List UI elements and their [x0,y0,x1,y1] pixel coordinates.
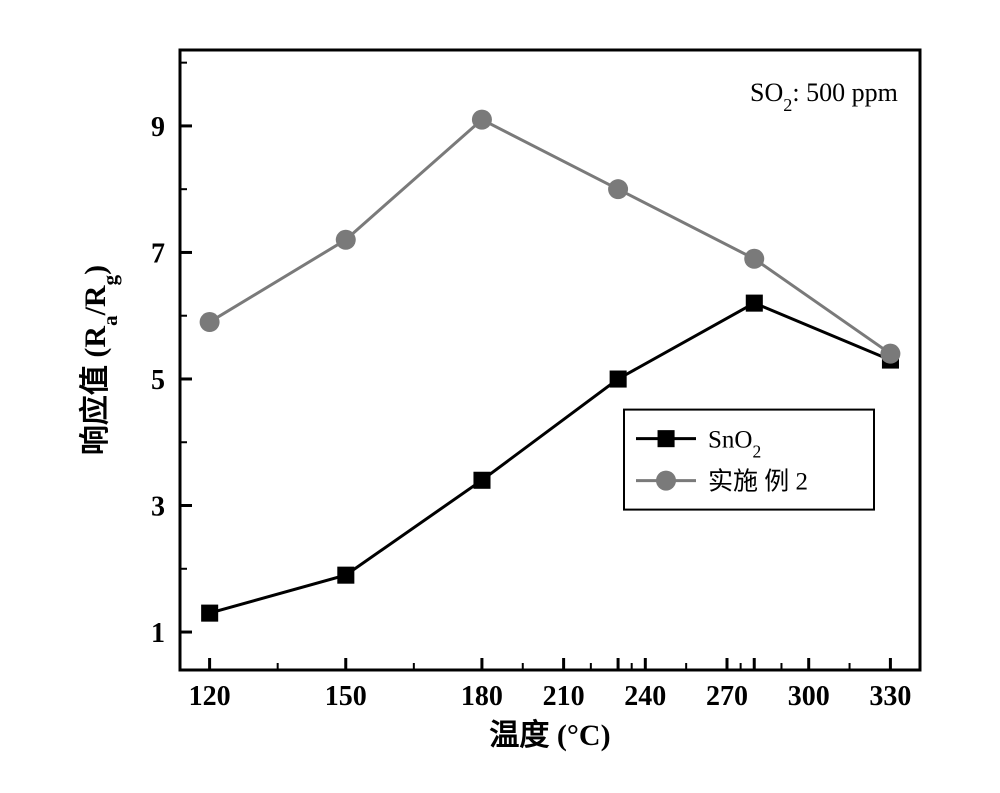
svg-text:1: 1 [151,618,165,649]
chart-container: 120 150 180 210 240 270 300 330 1 3 5 7 9 温度 (°C) 响应值 … [50,20,950,770]
svg-text:7: 7 [151,238,165,269]
svg-text:240: 240 [624,681,666,712]
svg-text:120: 120 [189,681,231,712]
svg-text:温度 (°C): 温度 (°C) [489,719,610,752]
svg-text:实施 例 2: 实施 例 2 [708,468,808,496]
svg-text:270: 270 [706,681,748,712]
svg-text:330: 330 [869,681,911,712]
svg-text:150: 150 [325,681,367,712]
svg-text:响应值 (Ra/Rg): 响应值 (Ra/Rg) [78,265,122,455]
chart-svg: 120 150 180 210 240 270 300 330 1 3 5 7 9 温度 (°C) 响应值 … [50,20,950,770]
svg-text:3: 3 [151,492,165,523]
svg-text:9: 9 [151,112,165,143]
svg-text:180: 180 [461,681,503,712]
svg-text:5: 5 [151,365,165,396]
svg-text:300: 300 [788,681,830,712]
svg-text:210: 210 [543,681,585,712]
